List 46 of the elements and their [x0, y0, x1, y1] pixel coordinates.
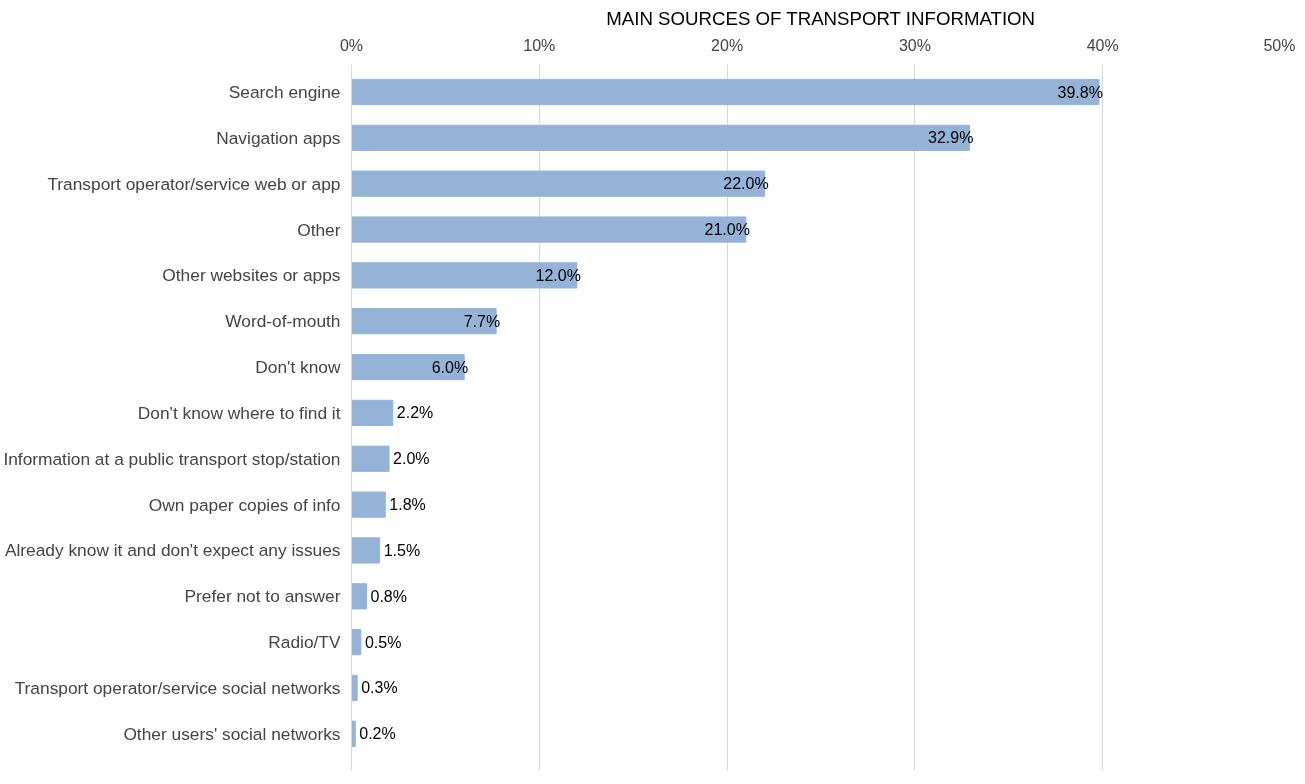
- x-tick-label: 20%: [711, 36, 744, 54]
- data-label: 6.0%: [431, 358, 469, 376]
- bar: [351, 399, 394, 427]
- x-tick-label: 50%: [1263, 36, 1296, 54]
- data-label: 0.8%: [370, 587, 407, 605]
- data-label: 2.2%: [396, 404, 434, 422]
- bar: [351, 170, 766, 197]
- bar: [351, 583, 368, 610]
- y-tick-label: Other: [297, 219, 341, 240]
- y-tick-label: Other websites or apps: [162, 265, 341, 286]
- x-tick-label: 40%: [1086, 36, 1119, 54]
- data-label: 1.5%: [383, 541, 421, 559]
- bar: [351, 720, 356, 747]
- x-tick-label: 10%: [523, 36, 556, 54]
- bar: [351, 445, 390, 472]
- bar: [351, 674, 358, 702]
- x-tick-label: 0%: [339, 36, 364, 54]
- y-tick-label: Own paper copies of info: [148, 494, 341, 515]
- y-tick-label: Word-of-mouth: [225, 311, 341, 332]
- bar: [351, 491, 386, 518]
- data-label: 12.0%: [535, 266, 581, 284]
- y-tick-label: Other users' social networks: [123, 723, 341, 744]
- data-label: 0.3%: [361, 679, 398, 697]
- chart-title: MAIN SOURCES OF TRANSPORT INFORMATION: [606, 7, 1036, 29]
- data-label: 1.8%: [389, 496, 426, 514]
- y-tick-label: Don't know where to find it: [137, 402, 341, 423]
- data-label: 0.2%: [359, 725, 396, 743]
- y-tick-label: Transport operator/service social networks: [14, 677, 341, 698]
- data-label: 2.0%: [393, 450, 430, 468]
- data-label: 21.0%: [704, 221, 750, 239]
- data-label: 22.0%: [723, 175, 769, 193]
- data-label: 39.8%: [1057, 83, 1103, 101]
- bar: [351, 537, 381, 564]
- y-tick-label: Prefer not to answer: [184, 586, 341, 607]
- y-tick-label: Information at a public transport stop/station: [3, 448, 341, 469]
- data-label: 0.5%: [364, 633, 402, 651]
- y-tick-label: Search engine: [228, 82, 341, 103]
- data-label: 32.9%: [927, 129, 974, 147]
- y-tick-label: Navigation apps: [216, 127, 341, 148]
- y-tick-label: Radio/TV: [268, 632, 341, 653]
- x-tick-label: 30%: [898, 36, 931, 54]
- bar: [351, 629, 362, 656]
- y-tick-label: Transport operator/service web or app: [47, 173, 341, 194]
- data-label: 7.7%: [463, 312, 501, 330]
- y-tick-label: Don't know: [255, 357, 341, 378]
- y-tick-label: Already know it and don't expect any issues: [4, 540, 341, 561]
